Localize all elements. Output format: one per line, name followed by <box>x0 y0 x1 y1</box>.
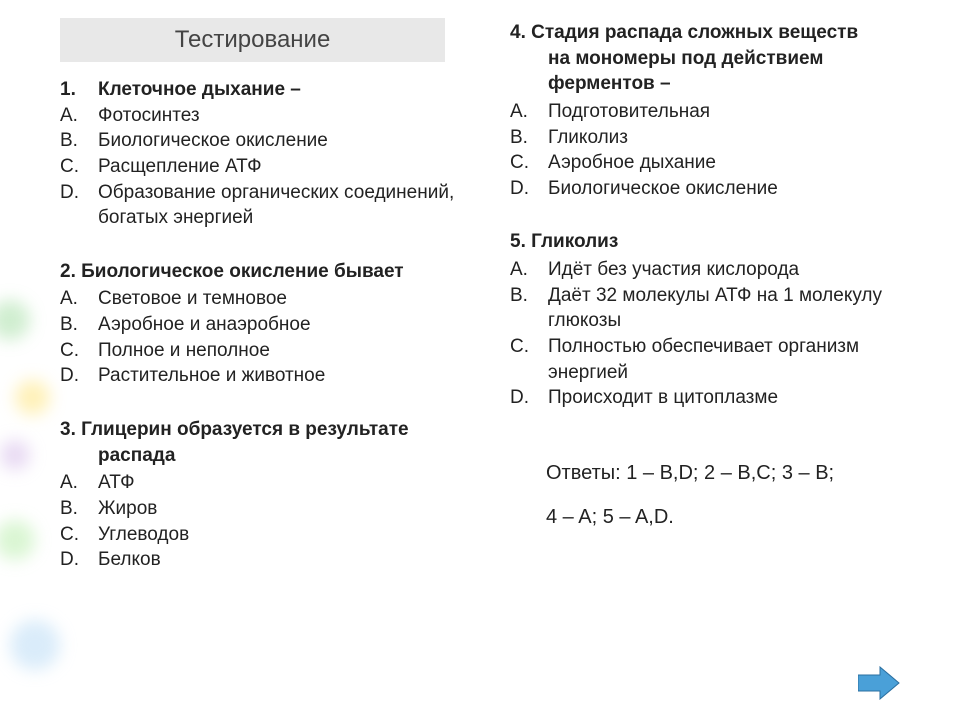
arrow-right-icon <box>858 666 900 700</box>
option-marker: C. <box>60 338 90 364</box>
option-marker: A. <box>510 99 540 125</box>
question-option: B. Биологическое окисление <box>60 128 480 154</box>
question-1: 1. Клеточное дыхание – A. Фотосинтез B. Би… <box>60 77 480 231</box>
question-option: D. Образование органических соединений, б… <box>60 180 480 231</box>
option-marker: B. <box>60 312 90 338</box>
question-2-title: 2. Биологическое окисление бывает <box>60 259 480 285</box>
option-text: Происходит в цитоплазме <box>548 387 778 408</box>
question-option: A. Фотосинтез <box>60 103 480 129</box>
option-text: Биологическое окисление <box>548 178 778 199</box>
question-option: A. Световое и темновое <box>60 286 480 312</box>
question-title-line: ферментов – <box>510 71 930 97</box>
decoration-bubble <box>0 300 30 340</box>
question-option: C. Полностью обеспечивает организм энерги… <box>510 334 930 385</box>
decoration-bubble <box>0 520 35 560</box>
option-marker: B. <box>60 128 90 154</box>
option-text: Даёт 32 молекулы АТФ на 1 молекулу глюко… <box>548 285 882 332</box>
question-option: C. Углеводов <box>60 522 480 548</box>
option-text: Фотосинтез <box>98 105 200 126</box>
option-text: Углеводов <box>98 524 189 545</box>
question-option: D. Биологическое окисление <box>510 176 930 202</box>
question-title-line: 4. Стадия распада сложных веществ <box>510 22 858 43</box>
question-1-title: 1. Клеточное дыхание – <box>60 77 480 103</box>
question-5-title: 5. Гликолиз <box>510 229 930 255</box>
option-marker: C. <box>510 334 540 360</box>
option-marker: D. <box>60 547 90 573</box>
option-text: Растительное и животное <box>98 365 325 386</box>
option-text: Образование органических соединений, бог… <box>98 182 454 229</box>
question-option: A. АТФ <box>60 470 480 496</box>
question-option: D. Белков <box>60 547 480 573</box>
question-title-line: распада <box>60 443 480 469</box>
slide-content: 1. Клеточное дыхание – A. Фотосинтез B. Би… <box>60 20 930 700</box>
question-text: Клеточное дыхание – <box>98 79 301 100</box>
question-5: 5. Гликолиз A. Идёт без участия кислорода… <box>510 229 930 410</box>
option-text: АТФ <box>98 472 135 493</box>
question-option: B. Гликолиз <box>510 125 930 151</box>
option-marker: A. <box>60 103 90 129</box>
option-text: Аэробное и анаэробное <box>98 314 311 335</box>
next-slide-button[interactable] <box>858 666 900 700</box>
option-text: Подготовительная <box>548 101 710 122</box>
option-text: Белков <box>98 549 161 570</box>
question-marker: 1. <box>60 77 90 103</box>
question-option: C. Расщепление АТФ <box>60 154 480 180</box>
option-marker: A. <box>60 286 90 312</box>
option-marker: D. <box>60 180 90 206</box>
question-2: 2. Биологическое окисление бывает A. Свет… <box>60 259 480 389</box>
option-text: Биологическое окисление <box>98 130 328 151</box>
option-text: Идёт без участия кислорода <box>548 259 799 280</box>
question-option: A. Подготовительная <box>510 99 930 125</box>
option-text: Световое и темновое <box>98 288 287 309</box>
left-column: 1. Клеточное дыхание – A. Фотосинтез B. Би… <box>60 20 480 700</box>
option-marker: C. <box>60 154 90 180</box>
option-marker: B. <box>60 496 90 522</box>
answers-block: Ответы: 1 – B,D; 2 – B,C; 3 – B; 4 – A; … <box>510 451 930 539</box>
option-text: Аэробное дыхание <box>548 152 716 173</box>
question-option: D. Растительное и животное <box>60 363 480 389</box>
option-marker: A. <box>60 470 90 496</box>
option-text: Полное и неполное <box>98 340 270 361</box>
option-marker: C. <box>60 522 90 548</box>
question-option: D. Происходит в цитоплазме <box>510 385 930 411</box>
question-title-line: на мономеры под действием <box>510 46 930 72</box>
question-option: B. Аэробное и анаэробное <box>60 312 480 338</box>
option-text: Расщепление АТФ <box>98 156 262 177</box>
option-marker: C. <box>510 150 540 176</box>
option-text: Полностью обеспечивает организм энергией <box>548 336 859 383</box>
option-marker: D. <box>510 385 540 411</box>
question-option: B. Жиров <box>60 496 480 522</box>
option-marker: B. <box>510 125 540 151</box>
question-3: 3. Глицерин образуется в результате расп… <box>60 417 480 573</box>
option-marker: B. <box>510 283 540 309</box>
option-marker: D. <box>60 363 90 389</box>
question-3-title: 3. Глицерин образуется в результате расп… <box>60 417 480 468</box>
answers-line: Ответы: 1 – B,D; 2 – B,C; 3 – B; <box>546 451 930 495</box>
question-option: A. Идёт без участия кислорода <box>510 257 930 283</box>
option-marker: D. <box>510 176 540 202</box>
option-text: Жиров <box>98 498 157 519</box>
question-4-title: 4. Стадия распада сложных веществ на мон… <box>510 20 930 97</box>
right-column: 4. Стадия распада сложных веществ на мон… <box>510 20 930 700</box>
question-option: C. Полное и неполное <box>60 338 480 364</box>
decoration-bubble <box>15 380 50 415</box>
question-4: 4. Стадия распада сложных веществ на мон… <box>510 20 930 201</box>
answers-line: 4 – A; 5 – A,D. <box>546 495 930 539</box>
option-marker: A. <box>510 257 540 283</box>
question-option: B. Даёт 32 молекулы АТФ на 1 молекулу глю… <box>510 283 930 334</box>
question-title-line: 3. Глицерин образуется в результате <box>60 419 409 440</box>
option-text: Гликолиз <box>548 127 628 148</box>
decoration-bubble <box>10 620 60 670</box>
decoration-bubble <box>0 440 30 470</box>
question-option: C. Аэробное дыхание <box>510 150 930 176</box>
